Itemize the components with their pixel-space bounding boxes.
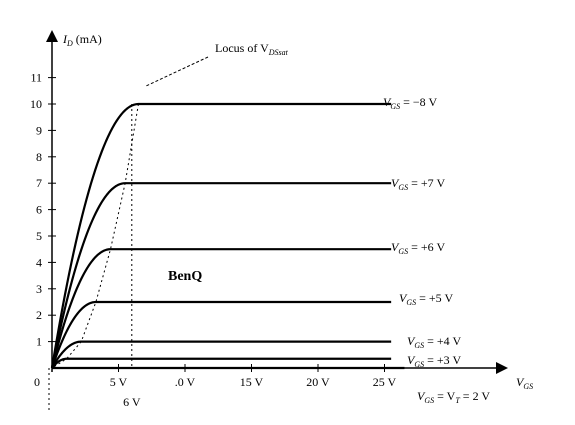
series-label-6: VGS = +3 V <box>407 353 461 369</box>
x-tick-label-extra: 6 V <box>123 395 141 409</box>
y-axis-title: ID (mA) <box>62 32 102 48</box>
locus-curve <box>51 103 139 369</box>
series-label-4: VGS = +5 V <box>399 291 453 307</box>
curve-1 <box>50 102 392 369</box>
curve-6 <box>51 357 392 369</box>
x-axis-title: VGS <box>516 375 533 391</box>
series-label-1: VGS = −8 V <box>383 95 437 111</box>
series-label-3: VGS = +6 V <box>391 240 445 256</box>
series-label-7: VGS = VT = 2 V <box>417 389 490 405</box>
watermark-text: BenQ <box>168 269 202 284</box>
y-tick-label: 3 <box>36 282 42 296</box>
y-tick-label: 4 <box>36 255 42 269</box>
y-tick-label: 10 <box>30 97 42 111</box>
y-tick-label: 5 <box>36 229 42 243</box>
locus-pointer <box>145 56 209 87</box>
y-tick-label: 2 <box>36 308 42 322</box>
series-label-5: VGS = +4 V <box>407 334 461 350</box>
curve-5 <box>51 340 392 369</box>
curve-3 <box>50 248 392 369</box>
curve-4 <box>50 300 392 369</box>
x-tick-label: .0 V <box>175 375 196 389</box>
y-tick-label: 8 <box>36 150 42 164</box>
y-tick-label: 1 <box>36 335 42 349</box>
x-tick-label: 0 <box>34 375 40 389</box>
y-tick-label: 6 <box>36 203 42 217</box>
series-label-2: VGS = +7 V <box>391 176 445 192</box>
y-tick-label: 11 <box>30 71 42 85</box>
guide-lines <box>51 103 139 369</box>
x-tick-label: 15 V <box>240 375 264 389</box>
locus-label: Locus of VDSsat <box>215 41 289 57</box>
y-tick-label: 7 <box>36 176 42 190</box>
x-tick-label: 5 V <box>110 375 128 389</box>
tick-labels: 1 2 3 4 5 6 7 8 9 10 11 0 5 V .0 V 15 V 20 V 25 V 6 V <box>30 71 397 409</box>
curve-group <box>50 102 405 370</box>
x-tick-label: 25 V <box>373 375 397 389</box>
curve-2 <box>50 182 392 369</box>
series-labels: VGS = −8 V VGS = +7 V VGS = +6 V VGS = +5 V… <box>383 95 490 405</box>
x-tick-label: 20 V <box>306 375 330 389</box>
y-tick-label: 9 <box>36 123 42 137</box>
